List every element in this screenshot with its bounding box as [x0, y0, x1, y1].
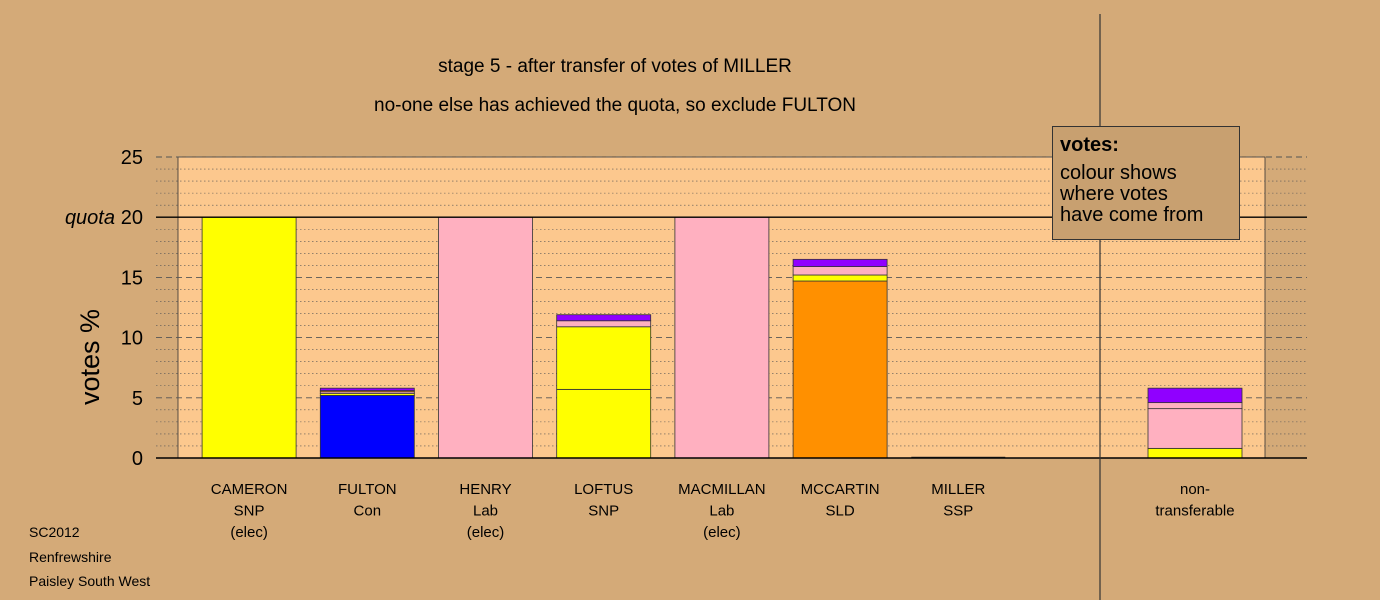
x-tick-label: MILLER: [931, 481, 985, 498]
x-tick-label: SLD: [826, 503, 855, 520]
x-tick-label: (elec): [703, 524, 741, 541]
x-tick-label: Lab: [473, 503, 498, 520]
footer-election: SC2012: [29, 524, 80, 540]
bar-segment: [556, 314, 652, 322]
bar-segment: [319, 394, 415, 459]
bar-segment: [438, 216, 533, 459]
y-tick-label: 25: [121, 147, 143, 169]
chart-title-line2: no-one else has achieved the quota, so e…: [374, 95, 856, 116]
y-tick-label: 0: [132, 448, 143, 470]
bar-segment: [792, 266, 888, 276]
x-tick-label: transferable: [1155, 503, 1234, 520]
legend-line: colour shows: [1060, 162, 1177, 184]
bar-segment: [1147, 387, 1243, 404]
bar-segment: [792, 280, 888, 459]
bar-segment: [1147, 408, 1243, 449]
legend-line: where votes: [1060, 183, 1168, 205]
y-tick-label: 10: [121, 328, 143, 350]
x-tick-label: HENRY: [459, 481, 511, 498]
x-tick-label: SSP: [943, 503, 973, 520]
chart-title-line1: stage 5 - after transfer of votes of MIL…: [438, 56, 792, 77]
bar-segment: [556, 320, 652, 328]
quota-label: quota: [65, 207, 115, 229]
x-tick-label: SNP: [588, 503, 619, 520]
x-tick-label: LOFTUS: [574, 481, 633, 498]
legend-box: votes: colour shows where votes have com…: [1052, 126, 1240, 240]
bar-segment: [319, 387, 415, 391]
bar-segment: [556, 388, 652, 459]
legend-title: votes:: [1060, 134, 1119, 156]
bar-segment: [792, 258, 888, 267]
bar-segment: [201, 216, 297, 459]
x-tick-label: (elec): [230, 524, 268, 541]
bar-segment: [1147, 447, 1243, 459]
x-tick-label: non-: [1180, 481, 1210, 498]
bar-segment: [792, 274, 888, 282]
legend-line: have come from: [1060, 204, 1204, 226]
y-tick-label: 15: [121, 267, 143, 289]
x-tick-label: SNP: [234, 503, 265, 520]
y-axis-label: votes %: [75, 309, 105, 405]
x-tick-label: MCCARTIN: [801, 481, 880, 498]
bar-segment: [674, 216, 770, 459]
y-tick-label: 5: [132, 388, 143, 410]
x-tick-label: Lab: [709, 503, 734, 520]
footer-ward: Paisley South West: [29, 573, 151, 589]
x-tick-label: Con: [354, 503, 382, 520]
y-tick-label: 20: [121, 207, 143, 229]
footer-council: Renfrewshire: [29, 548, 112, 565]
x-tick-label: MACMILLAN: [678, 481, 766, 498]
footer-info: SC2012 Renfrewshire Paisley South West: [29, 520, 150, 594]
bar-segment: [1147, 402, 1243, 410]
x-tick-label: FULTON: [338, 481, 397, 498]
x-tick-label: (elec): [467, 524, 505, 541]
bar-segment: [556, 326, 652, 390]
x-tick-label: CAMERON: [211, 481, 288, 498]
